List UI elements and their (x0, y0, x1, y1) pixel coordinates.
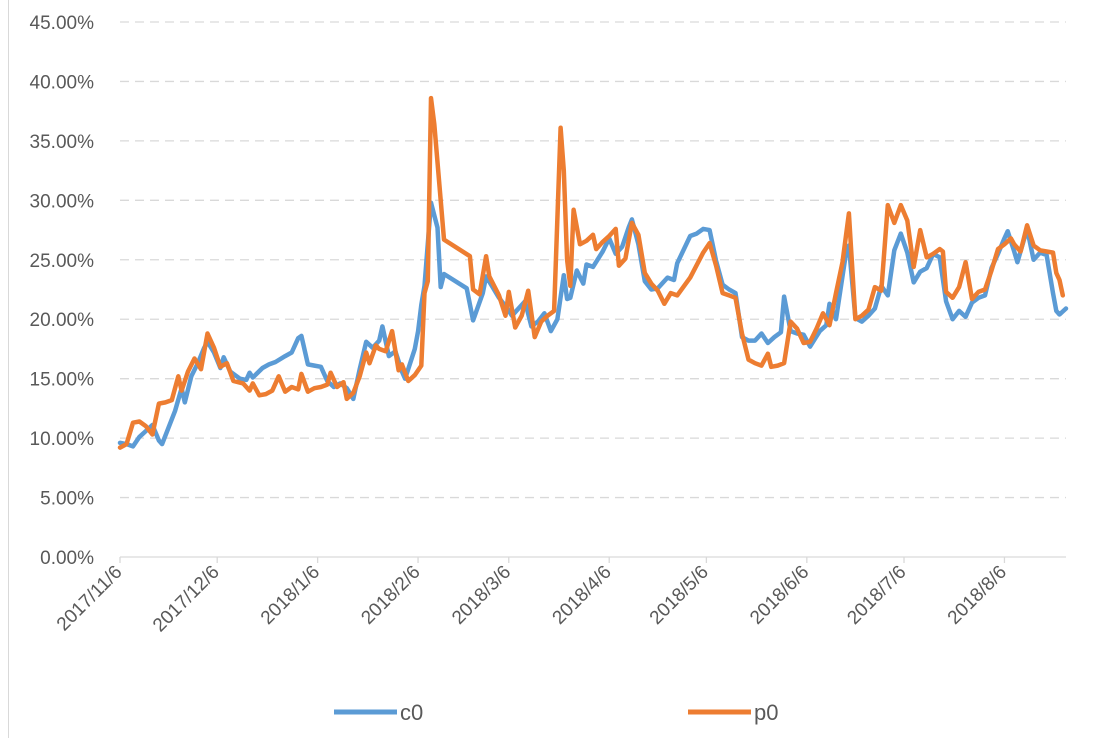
x-tick-label: 2018/3/6 (448, 562, 515, 629)
series-lines (117, 95, 1069, 450)
y-tick-label: 5.00% (40, 489, 94, 510)
chart-frame (8, 0, 1095, 738)
legend-label-p0: p0 (754, 700, 778, 725)
series-line-c0 (117, 200, 1069, 449)
x-tick-label: 2017/12/6 (149, 562, 224, 637)
x-tick-label: 2018/1/6 (257, 562, 324, 629)
y-tick-label: 45.00% (30, 13, 95, 34)
y-tick-label: 30.00% (30, 191, 95, 212)
x-tick-label: 2018/6/6 (746, 562, 813, 629)
x-tick-label: 2017/11/6 (53, 562, 127, 636)
gridlines (120, 21, 1066, 499)
y-tick-label: 20.00% (30, 310, 95, 331)
legend: c0 p0 (334, 700, 778, 725)
x-tick-label: 2018/4/6 (549, 562, 616, 629)
legend-label-c0: c0 (400, 700, 423, 725)
y-tick-label: 15.00% (30, 370, 95, 391)
x-axis: 2017/11/6 2017/12/6 2018/1/6 2018/2/6 2018/3… (53, 556, 1066, 637)
y-axis-ticks: 0.00% 5.00% 10.00% 15.00% 20.00% 25.00% 30.00%… (30, 13, 95, 569)
y-tick-label: 10.00% (30, 429, 95, 450)
y-tick-label: 0.00% (40, 548, 94, 569)
x-tick-label: 2018/8/6 (944, 562, 1011, 629)
y-tick-label: 25.00% (30, 251, 95, 272)
x-tick-label: 2018/7/6 (843, 562, 910, 629)
series-line-p0 (117, 95, 1066, 450)
x-tick-label: 2018/5/6 (646, 562, 713, 629)
x-tick-label: 2018/2/6 (357, 562, 424, 629)
y-tick-label: 35.00% (30, 132, 95, 153)
y-tick-label: 40.00% (30, 72, 95, 93)
